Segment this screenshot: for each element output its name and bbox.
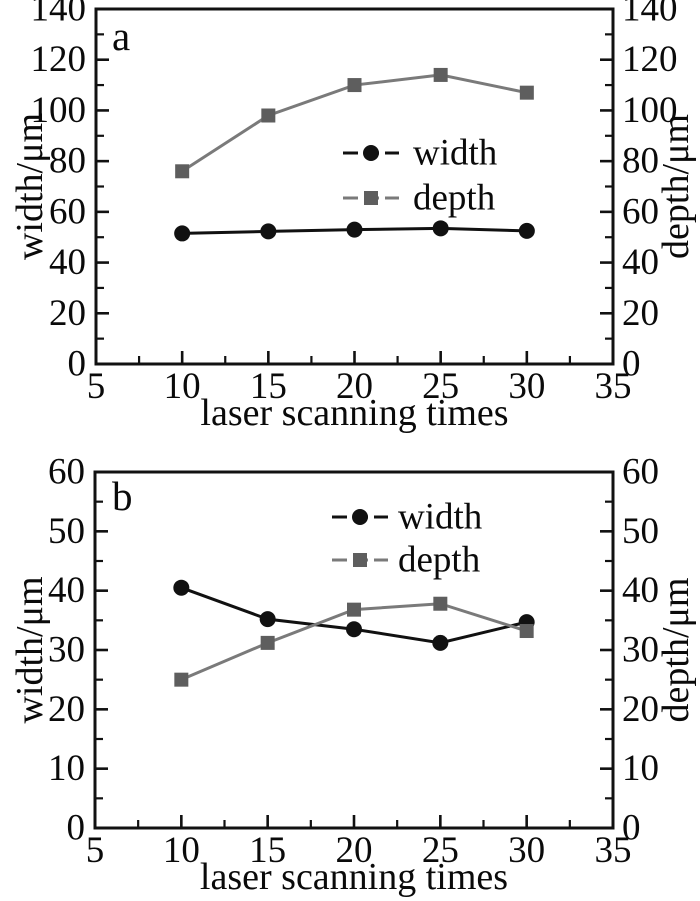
data-point-width: [260, 223, 277, 240]
y-tick-label-right: 100: [622, 90, 678, 131]
y-axis-label-left: width/μm: [9, 113, 51, 260]
legend-marker-depth: [364, 191, 378, 205]
y-tick-label-right: 20: [622, 293, 659, 334]
data-point-depth: [433, 67, 448, 82]
data-point-depth: [519, 624, 534, 639]
data-point-depth: [175, 164, 190, 179]
y-tick-label-left: 60: [48, 452, 85, 493]
y-tick-label-left: 40: [49, 242, 86, 283]
y-tick-label-left: 0: [67, 808, 86, 849]
data-point-depth: [347, 78, 362, 93]
y-axis-label-left: width/μm: [9, 576, 51, 723]
y-tick-label-left: 100: [31, 90, 87, 131]
y-axis-label-right: depth/μm: [655, 114, 697, 259]
y-tick-label-left: 30: [48, 630, 85, 671]
x-tick-label: 10: [163, 830, 200, 871]
data-point-width: [174, 225, 191, 242]
data-point-depth: [347, 602, 361, 617]
y-tick-label-right: 40: [622, 570, 659, 611]
data-point-width: [259, 611, 276, 628]
x-tick-label: 25: [422, 366, 459, 407]
data-point-width: [432, 220, 449, 237]
x-axis-label: laser scanning times: [200, 392, 508, 434]
x-tick-label: 25: [422, 830, 459, 871]
y-axis-label-right: depth/μm: [655, 578, 697, 723]
legend-label-width: width: [413, 133, 498, 174]
x-tick-label: 20: [336, 830, 373, 871]
x-tick-label: 5: [87, 366, 106, 407]
y-tick-label-right: 10: [622, 748, 659, 789]
data-point-depth: [261, 108, 276, 123]
legend-marker-depth: [353, 553, 367, 567]
x-tick-label: 15: [250, 366, 287, 407]
x-tick-label: 5: [86, 830, 105, 871]
x-tick-label: 35: [595, 830, 632, 871]
x-tick-label: 15: [249, 830, 286, 871]
y-tick-label-right: 140: [622, 0, 678, 30]
legend-label-width: width: [398, 497, 483, 538]
y-tick-label-left: 0: [68, 344, 87, 385]
data-point-width: [432, 634, 449, 651]
y-tick-label-right: 120: [622, 39, 678, 80]
data-point-depth: [519, 85, 534, 100]
x-tick-label: 10: [164, 366, 201, 407]
x-axis-label: laser scanning times: [200, 856, 508, 898]
x-tick-label: 35: [595, 366, 632, 407]
y-tick-label-right: 40: [622, 242, 659, 283]
data-point-width: [518, 222, 535, 239]
legend-marker-width: [352, 509, 368, 525]
y-tick-label-left: 20: [49, 293, 86, 334]
y-tick-label-right: 30: [622, 630, 659, 671]
y-tick-label-right: 60: [622, 452, 659, 493]
y-tick-label-right: 0: [622, 344, 641, 385]
y-tick-label-left: 80: [49, 141, 86, 182]
data-point-width: [346, 621, 362, 638]
y-tick-label-right: 50: [622, 511, 659, 552]
chart-panel-a: 0 0 20 20 40 40 60 60 80 80 100 100 120 120 140 140 5 10 1…: [9, 0, 697, 434]
y-tick-label-right: 20: [622, 689, 659, 730]
legend-marker-width: [363, 145, 379, 161]
y-tick-label-right: 80: [622, 141, 659, 182]
x-tick-label: 30: [508, 830, 545, 871]
panel-letter: b: [112, 473, 133, 519]
y-tick-label-right: 60: [622, 191, 659, 232]
y-tick-label-left: 60: [49, 191, 86, 232]
y-tick-label-right: 0: [622, 808, 641, 849]
data-point-depth: [260, 635, 275, 650]
y-tick-label-left: 20: [48, 689, 85, 730]
y-tick-label-left: 140: [31, 0, 87, 30]
legend-label-depth: depth: [413, 178, 496, 219]
y-tick-label-left: 40: [48, 570, 85, 611]
y-tick-label-left: 50: [48, 511, 85, 552]
data-point-width: [173, 579, 190, 596]
data-point-depth: [174, 672, 189, 687]
data-point-width: [346, 221, 363, 238]
y-tick-label-left: 10: [48, 748, 85, 789]
legend-label-depth: depth: [398, 540, 481, 581]
y-tick-label-left: 120: [31, 39, 87, 80]
panel-letter: a: [112, 13, 130, 59]
data-point-depth: [433, 596, 448, 611]
plot-border: [93, 470, 615, 830]
x-tick-label: 20: [336, 366, 373, 407]
plot-border: [94, 7, 615, 366]
x-tick-label: 30: [508, 366, 545, 407]
